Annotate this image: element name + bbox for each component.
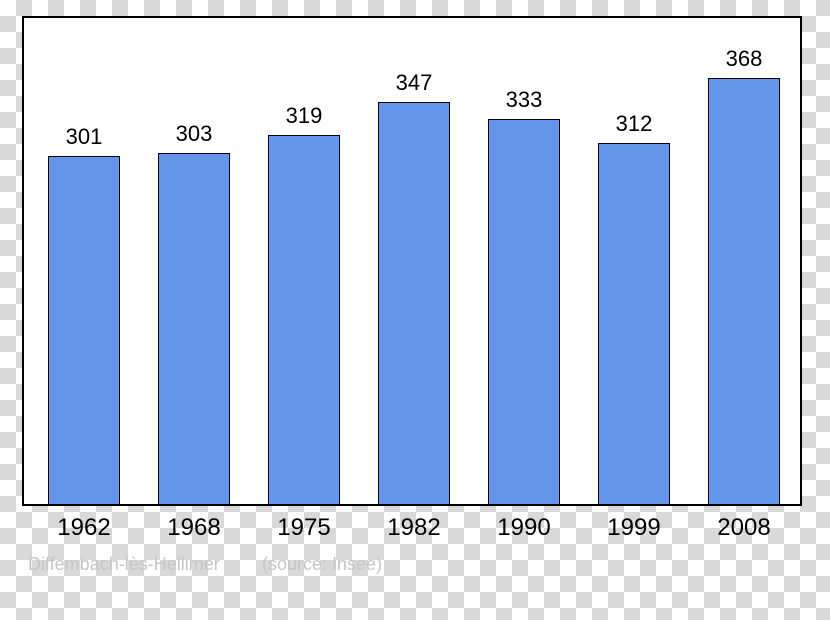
- bar: [598, 143, 670, 504]
- bar: [48, 156, 120, 504]
- bar: [158, 153, 230, 504]
- bar-value-label: 301: [66, 124, 103, 150]
- bar: [268, 135, 340, 504]
- bar: [488, 119, 560, 504]
- footer-source: (source: Insee): [262, 554, 382, 575]
- category-label: 1975: [277, 514, 330, 542]
- category-label: 1968: [167, 514, 220, 542]
- category-label: 2008: [717, 514, 770, 542]
- footer-location: Diffembach-lès-Hellimer: [28, 554, 220, 575]
- bar-chart: 301 1962 303 1968 319 1975 347 1982 333 1990 312 19…: [0, 0, 830, 620]
- bar-value-label: 347: [396, 70, 433, 96]
- bar: [708, 78, 780, 504]
- bar-value-label: 319: [286, 103, 323, 129]
- category-label: 1982: [387, 514, 440, 542]
- canvas: 301 1962 303 1968 319 1975 347 1982 333 1990 312 19…: [0, 0, 830, 620]
- bar-value-label: 333: [506, 87, 543, 113]
- category-label: 1999: [607, 514, 660, 542]
- bar-value-label: 303: [176, 121, 213, 147]
- category-label: 1990: [497, 514, 550, 542]
- bar: [378, 102, 450, 504]
- bar-value-label: 312: [616, 111, 653, 137]
- category-label: 1962: [57, 514, 110, 542]
- bar-value-label: 368: [726, 46, 763, 72]
